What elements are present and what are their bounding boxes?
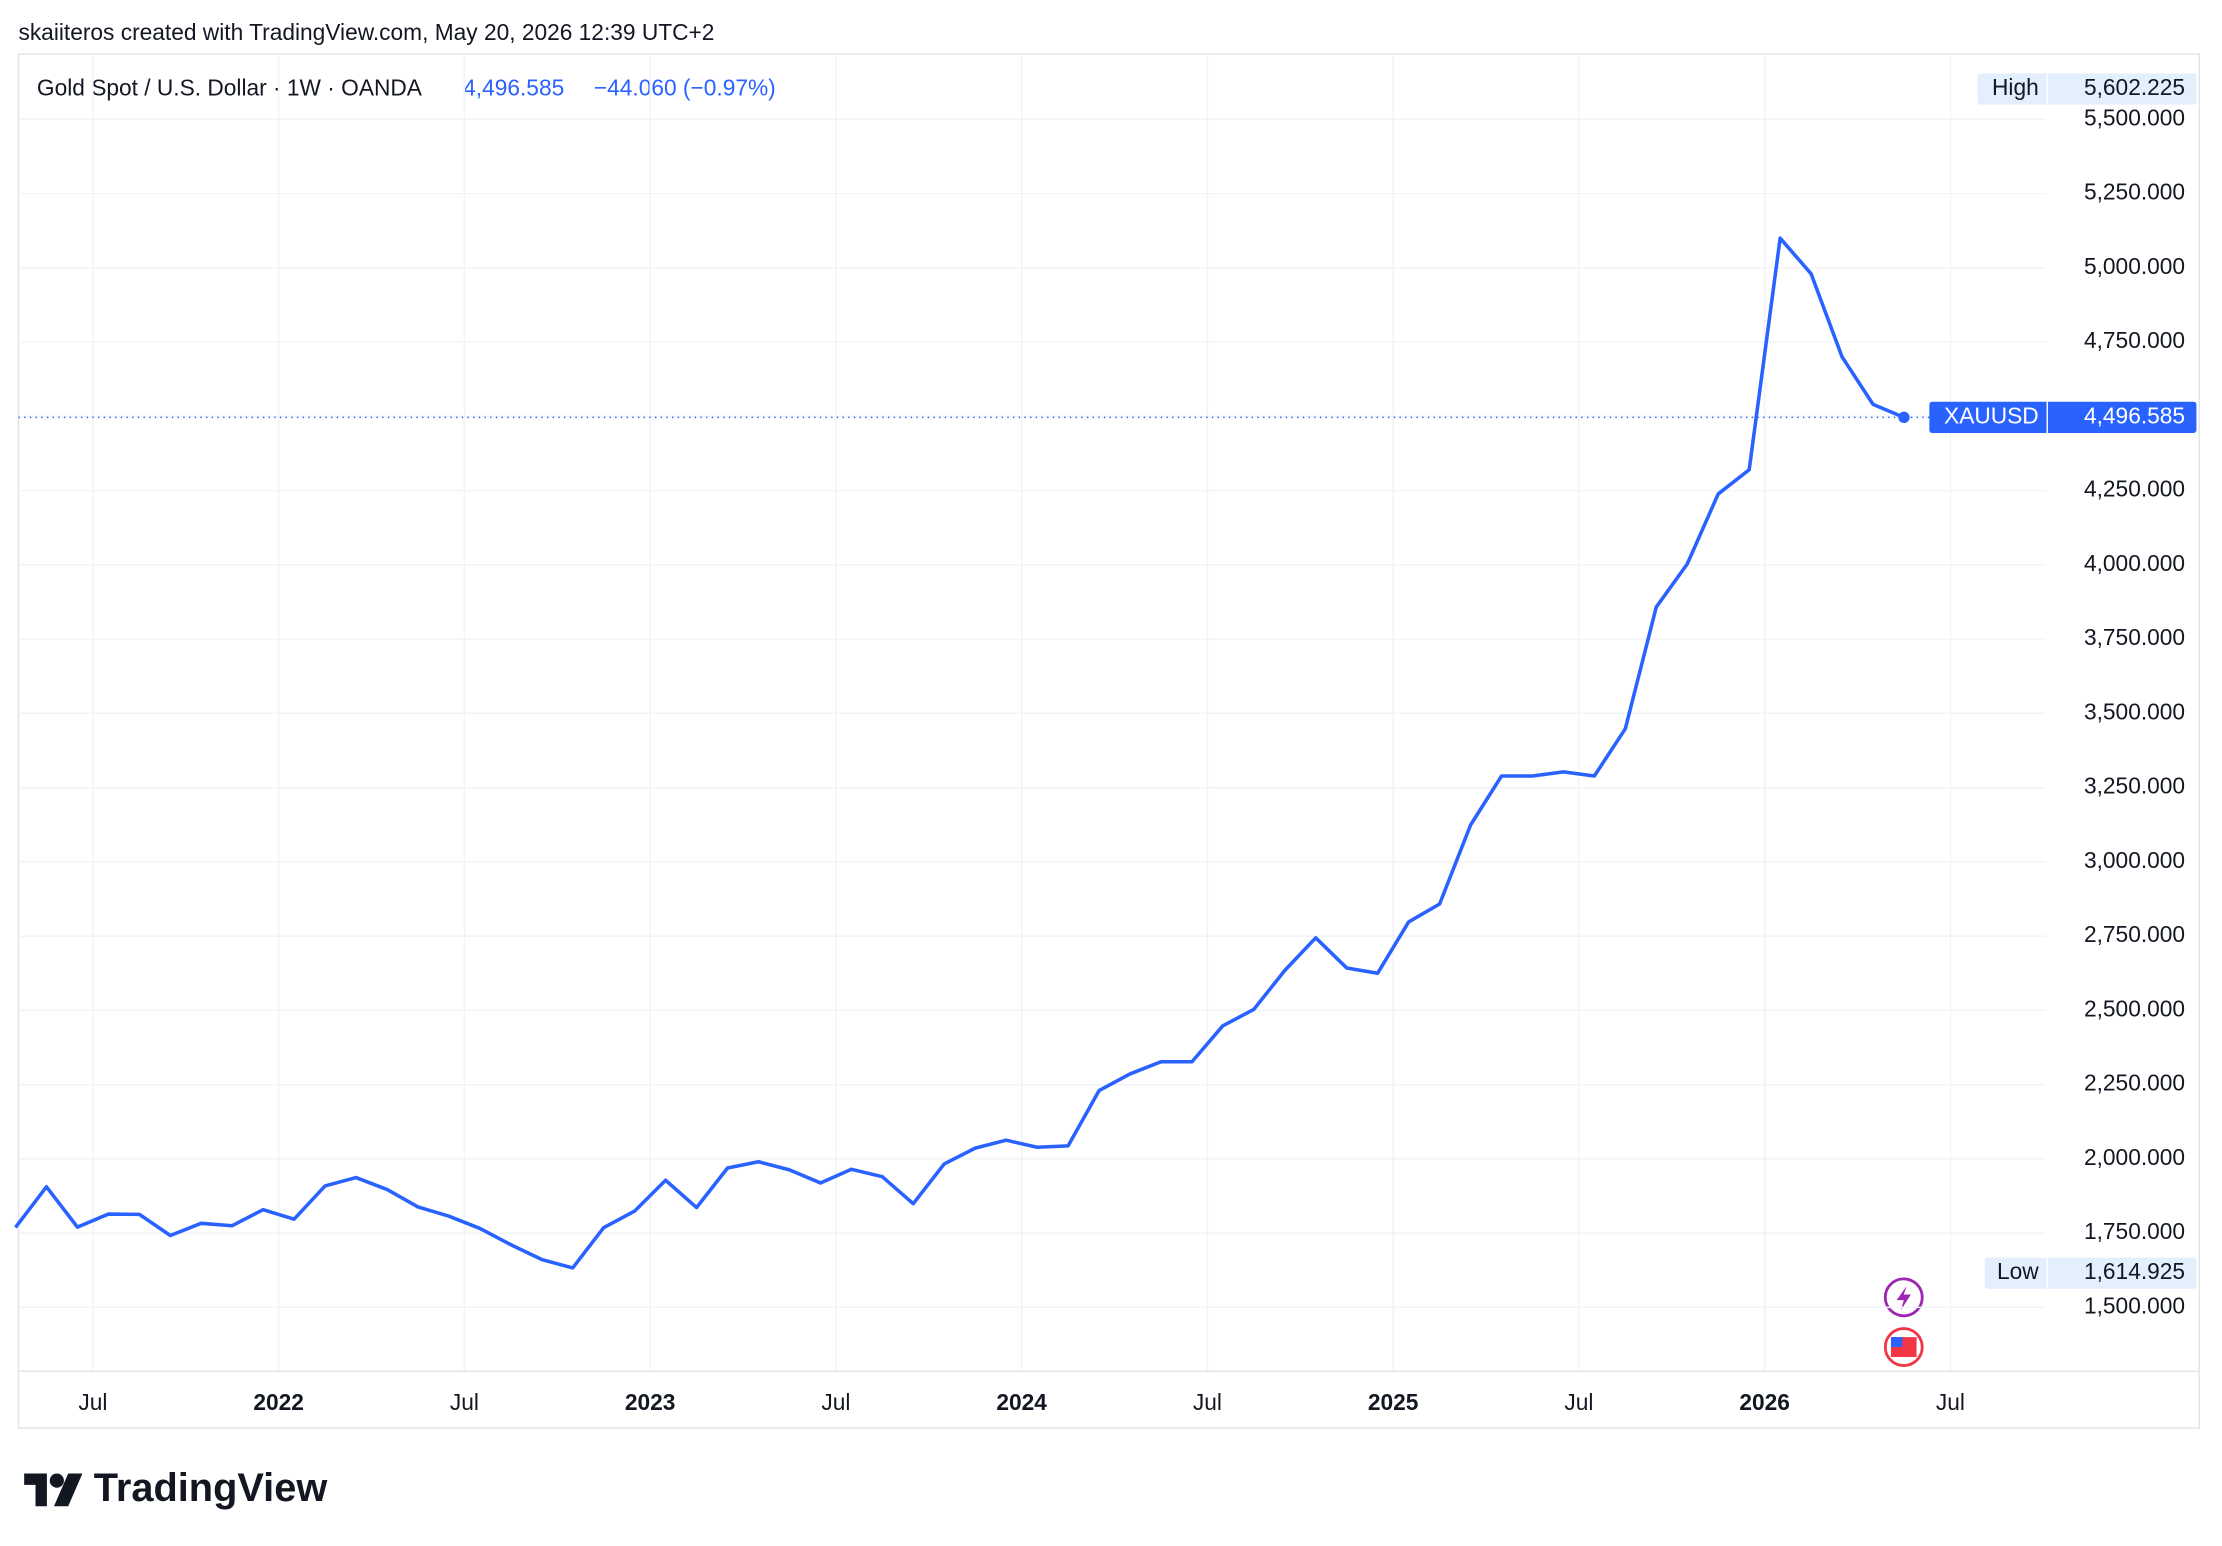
chart-frame — [17, 53, 2200, 1429]
legend-change: −44.060 (−0.97%) — [594, 75, 776, 101]
logo-text: TradingView — [94, 1466, 329, 1510]
logo-mark — [49, 1473, 64, 1488]
last-price-box — [1929, 401, 2197, 433]
last-price-label: 4,496.585 — [2084, 402, 2185, 428]
low-name: Low — [1997, 1258, 2039, 1284]
x-tick-label: Jul — [1193, 1389, 1222, 1415]
low-box — [1984, 1257, 2197, 1289]
flag-canton — [1890, 1337, 1903, 1348]
y-tick-label: 5,000.000 — [2084, 253, 2185, 279]
logo-mark — [53, 1473, 83, 1507]
x-tick-label: 2025 — [1368, 1389, 1419, 1415]
y-tick-label: 3,750.000 — [2084, 624, 2185, 650]
high-value: 5,602.225 — [2084, 74, 2185, 100]
chart-title: Gold Spot / U.S. Dollar · 1W · OANDA — [37, 75, 423, 101]
price-line — [14, 236, 1905, 1270]
series-name: XAUUSD — [1944, 402, 2039, 428]
y-tick-label: 3,500.000 — [2084, 698, 2185, 724]
y-tick-label: 1,750.000 — [2084, 1218, 2185, 1244]
y-tick-label: 3,250.000 — [2084, 773, 2185, 799]
y-tick-label: 1,500.000 — [2084, 1292, 2185, 1318]
y-tick-label: 4,750.000 — [2084, 327, 2185, 353]
y-tick-label: 5,500.000 — [2084, 104, 2185, 130]
x-tick-label: Jul — [821, 1389, 850, 1415]
legend-price: 4,496.585 — [463, 75, 564, 101]
x-tick-label: 2023 — [625, 1389, 676, 1415]
high-name: High — [1992, 74, 2039, 100]
x-tick-label: Jul — [1936, 1389, 1965, 1415]
x-tick-label: 2026 — [1739, 1389, 1790, 1415]
high-box — [1977, 73, 2197, 105]
credit: skaiiteros created with TradingView.com,… — [18, 19, 714, 45]
x-tick-label: Jul — [450, 1389, 479, 1415]
event-icons — [1883, 1277, 1924, 1367]
logo: TradingView — [24, 1466, 328, 1510]
y-tick-label: 2,250.000 — [2084, 1070, 2185, 1096]
y-tick-label: 4,250.000 — [2084, 476, 2185, 502]
last-point — [1898, 411, 1910, 424]
y-tick-label: 2,500.000 — [2084, 995, 2185, 1021]
y-tick-label: 2,000.000 — [2084, 1144, 2185, 1170]
event-icon-bolt — [1896, 1285, 1911, 1311]
logo-mark — [24, 1473, 47, 1507]
x-tick-label: 2022 — [253, 1389, 304, 1415]
y-tick-label: 5,250.000 — [2084, 179, 2185, 205]
y-tick-label: 3,000.000 — [2084, 847, 2185, 873]
x-tick-label: Jul — [78, 1389, 107, 1415]
x-tick-label: Jul — [1564, 1389, 1593, 1415]
low-value: 1,614.925 — [2084, 1258, 2185, 1284]
x-tick-label: 2024 — [996, 1389, 1047, 1415]
y-tick-label: 4,000.000 — [2084, 550, 2185, 576]
y-tick-label: 2,750.000 — [2084, 921, 2185, 947]
